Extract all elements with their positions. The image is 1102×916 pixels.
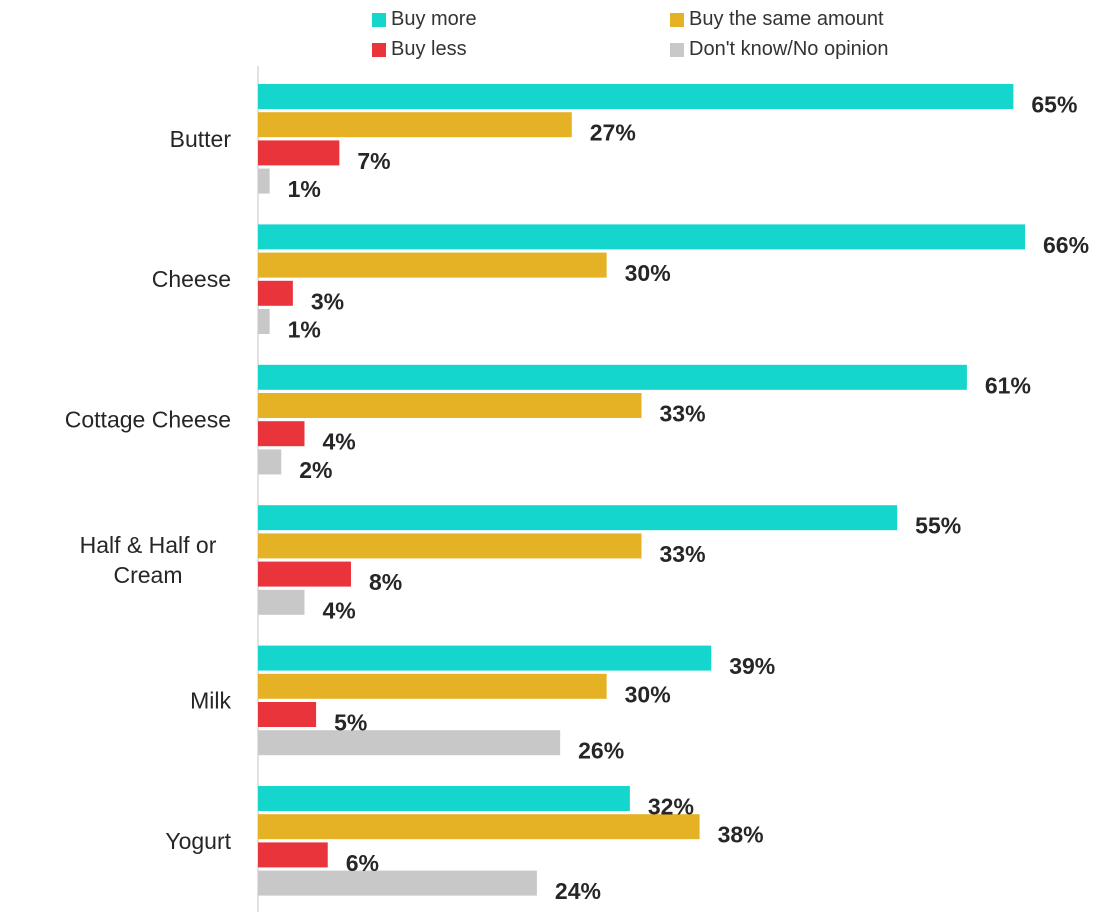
- category-label-yogurt: Yogurt: [165, 828, 231, 854]
- bar-half-half-or-cream-buy-the-same-amount: [258, 533, 642, 559]
- value-label-milk-buy-more: 39%: [729, 653, 775, 679]
- legend-swatch-dont-know: [670, 42, 684, 57]
- legend-item-buy-less: Buy less: [372, 38, 467, 61]
- value-label-yogurt-buy-less: 6%: [346, 850, 379, 876]
- bar-cheese-don-t-know-no-opinion: [258, 309, 270, 334]
- value-label-butter-buy-more: 65%: [1031, 92, 1077, 118]
- category-label-half-half-or-cream: Half & Half or Cream: [80, 532, 217, 588]
- category-label-cheese: Cheese: [152, 266, 231, 292]
- bar-yogurt-buy-the-same-amount: [258, 814, 700, 840]
- value-label-cottage-cheese-buy-more: 61%: [985, 372, 1031, 398]
- value-label-milk-buy-less: 5%: [334, 710, 367, 736]
- bar-cheese-buy-more: [258, 224, 1025, 250]
- legend-swatch-buy-same: [670, 12, 684, 27]
- value-label-half-half-or-cream-buy-less: 8%: [369, 569, 402, 595]
- bar-yogurt-buy-more: [258, 786, 630, 811]
- legend-label-buy-same: Buy the same amount: [689, 8, 884, 30]
- bar-milk-don-t-know-no-opinion: [258, 730, 561, 756]
- value-label-milk-don-t-know-no-opinion: 26%: [578, 738, 624, 764]
- bar-half-half-or-cream-buy-less: [258, 561, 351, 587]
- value-label-yogurt-buy-more: 32%: [648, 794, 694, 820]
- legend-swatch-buy-less: [372, 42, 386, 57]
- legend-label-buy-more: Buy more: [391, 8, 477, 30]
- legend-item-buy-same: Buy the same amount: [670, 8, 884, 31]
- bar-butter-buy-more: [258, 84, 1014, 109]
- legend-item-dont-know: Don't know/No opinion: [670, 38, 889, 61]
- value-label-milk-buy-the-same-amount: 30%: [625, 681, 671, 707]
- value-label-butter-buy-less: 7%: [357, 148, 390, 174]
- bar-milk-buy-the-same-amount: [258, 673, 607, 699]
- value-label-cheese-don-t-know-no-opinion: 1%: [288, 317, 321, 343]
- bar-butter-buy-the-same-amount: [258, 112, 572, 138]
- value-label-cottage-cheese-buy-less: 4%: [322, 429, 355, 455]
- value-label-yogurt-don-t-know-no-opinion: 24%: [555, 878, 601, 904]
- value-label-cheese-buy-more: 66%: [1043, 232, 1089, 258]
- category-labels-group: Butter Cheese Cottage Cheese Half & Half or…: [65, 126, 232, 854]
- legend-swatch-buy-more: [372, 12, 386, 27]
- value-labels-group: 65%27%7%1%66%30%3%1%61%33%4%2%55%33%8%4%…: [288, 92, 1089, 905]
- value-label-half-half-or-cream-don-t-know-no-opinion: 4%: [322, 597, 355, 623]
- bar-milk-buy-less: [258, 702, 317, 727]
- value-label-cottage-cheese-don-t-know-no-opinion: 2%: [299, 457, 332, 483]
- bar-half-half-or-cream-don-t-know-no-opinion: [258, 589, 305, 615]
- value-label-cheese-buy-the-same-amount: 30%: [625, 260, 671, 286]
- value-label-half-half-or-cream-buy-the-same-amount: 33%: [660, 541, 706, 567]
- bar-butter-buy-less: [258, 140, 340, 166]
- legend-label-dont-know: Don't know/No opinion: [689, 38, 889, 60]
- category-label-cottage-cheese: Cottage Cheese: [65, 407, 231, 433]
- value-label-butter-don-t-know-no-opinion: 1%: [288, 176, 321, 202]
- value-label-cottage-cheese-buy-the-same-amount: 33%: [660, 401, 706, 427]
- value-label-half-half-or-cream-buy-more: 55%: [915, 513, 961, 539]
- bar-cottage-cheese-don-t-know-no-opinion: [258, 449, 282, 475]
- bar-cheese-buy-the-same-amount: [258, 252, 607, 278]
- bar-cottage-cheese-buy-the-same-amount: [258, 393, 642, 418]
- value-label-yogurt-buy-the-same-amount: 38%: [718, 822, 764, 848]
- bar-cheese-buy-less: [258, 280, 293, 306]
- value-label-cheese-buy-less: 3%: [311, 288, 344, 314]
- category-label-butter: Butter: [170, 126, 232, 152]
- bar-cottage-cheese-buy-more: [258, 364, 967, 390]
- category-label-milk: Milk: [190, 687, 231, 713]
- bar-yogurt-buy-less: [258, 842, 328, 868]
- bars-group: [258, 84, 1025, 896]
- bar-milk-buy-more: [258, 645, 712, 671]
- legend-label-buy-less: Buy less: [391, 38, 467, 60]
- bar-half-half-or-cream-buy-more: [258, 505, 898, 531]
- bar-yogurt-don-t-know-no-opinion: [258, 870, 537, 896]
- bar-cottage-cheese-buy-less: [258, 421, 305, 447]
- legend-item-buy-more: Buy more: [372, 8, 477, 31]
- bar-butter-don-t-know-no-opinion: [258, 168, 270, 194]
- value-label-butter-buy-the-same-amount: 27%: [590, 120, 636, 146]
